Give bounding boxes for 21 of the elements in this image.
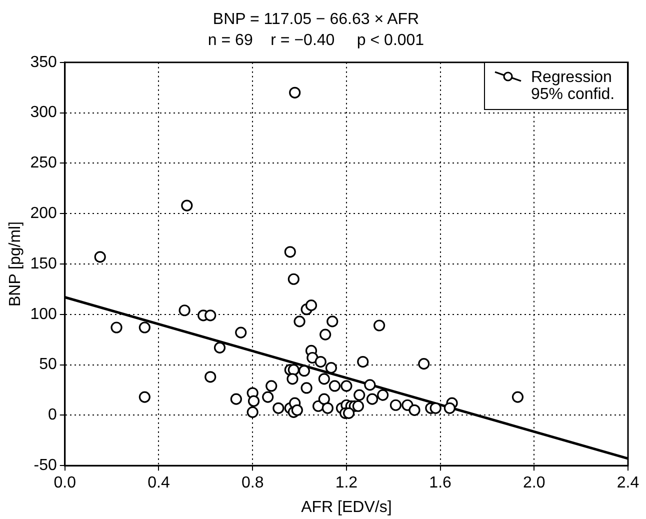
y-tick-label: -50 [34,457,57,474]
x-tick-label: 2.0 [523,474,546,492]
x-tick-label: 0.8 [241,474,264,492]
chart-subtitle: n = 69 r = −0.40 p < 0.001 [208,32,424,50]
x-tick-label: 1.2 [335,474,358,492]
y-tick-label: 300 [30,104,57,122]
x-tick-label: 0.4 [148,474,170,492]
y-tick-label: 50 [39,356,57,374]
legend-label: Regression 95% confid. [531,69,616,104]
y-tick-label: 200 [30,205,57,222]
y-tick-label: 150 [30,255,57,272]
y-tick-label: 350 [30,54,57,71]
y-tick-label: 0 [48,406,57,424]
chart-title: BNP = 117.05 − 66.63 × AFR [212,11,420,28]
y-axis-title: BNP [pg/ml] [7,221,24,307]
y-tick-label: 100 [30,306,57,323]
y-tick-label: 250 [30,154,57,172]
x-tick-label: 2.4 [616,474,640,492]
x-axis-title: AFR [EDV/s] [301,498,392,516]
x-tick-label: 1.6 [429,474,452,492]
x-tick-label: 0.0 [54,474,76,492]
